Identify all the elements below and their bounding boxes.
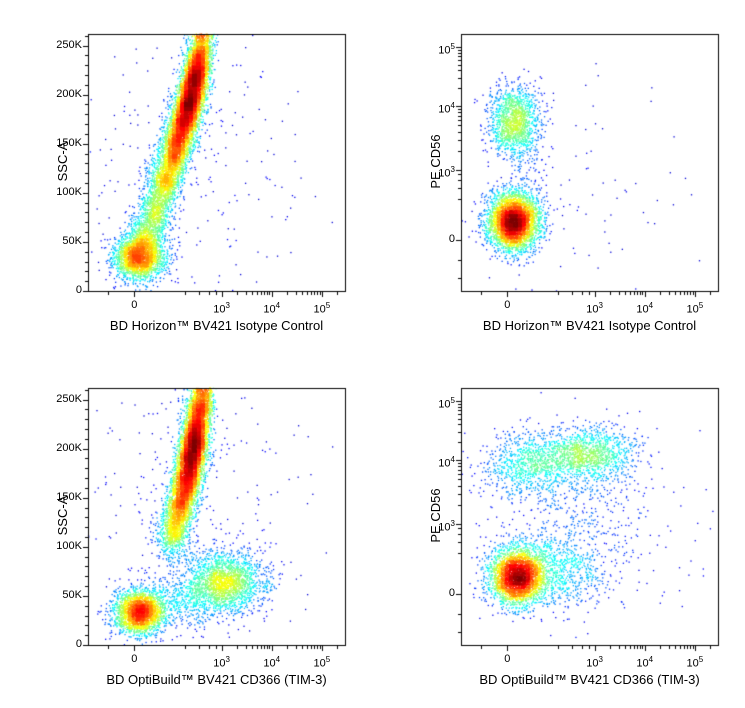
tick-label: 200K [56, 87, 82, 100]
scatter-plot-canvas [76, 380, 366, 665]
tick-label: 105 [438, 41, 455, 57]
scatter-plot-canvas [449, 380, 739, 665]
tick-label: 103 [438, 165, 455, 180]
y-axis-title: PE CD56 [428, 488, 443, 543]
tick-label: 105 [686, 655, 704, 670]
x-axis-title: BD Horizon™ BV421 Isotype Control [109, 318, 324, 333]
tick-label: 0 [75, 284, 82, 296]
tick-label: 104 [263, 655, 281, 670]
tick-label: 105 [313, 655, 331, 670]
scatter-plot-canvas [76, 26, 366, 311]
tick-label: 50K [62, 588, 82, 601]
tick-label: 103 [586, 655, 603, 670]
y-axis-title: SSC-A [55, 495, 70, 536]
tick-label: 103 [586, 301, 603, 316]
tick-label: 0 [448, 586, 455, 599]
tick-label: 0 [131, 299, 138, 311]
tick-label: 0 [75, 638, 82, 650]
x-axis-title: BD OptiBuild™ BV421 CD366 (TIM-3) [106, 672, 327, 687]
tick-label: 0 [448, 232, 455, 245]
tick-label: 104 [636, 301, 654, 316]
tick-label: 100K [56, 185, 82, 198]
tick-label: 103 [438, 519, 455, 534]
tick-label: 250K [56, 38, 82, 51]
tick-label: 0 [131, 653, 138, 665]
y-axis-title: PE CD56 [428, 134, 443, 189]
tick-label: 105 [438, 395, 455, 411]
panel-pecd56-vs-tim3: PE CD56 BD OptiBuild™ BV421 CD366 (TIM-3… [389, 354, 745, 708]
tick-label: 104 [263, 301, 281, 316]
panel-ssc-vs-tim3: SSC-A BD OptiBuild™ BV421 CD366 (TIM-3) … [16, 354, 372, 708]
tick-label: 0 [504, 299, 511, 311]
tick-label: 104 [636, 655, 654, 670]
x-axis-title: BD OptiBuild™ BV421 CD366 (TIM-3) [479, 672, 700, 687]
panel-pecd56-vs-isotype: PE CD56 BD Horizon™ BV421 Isotype Contro… [389, 0, 745, 354]
tick-label: 105 [313, 301, 331, 316]
tick-label: 200K [56, 441, 82, 454]
tick-label: 250K [56, 392, 82, 405]
tick-label: 103 [213, 301, 230, 316]
tick-label: 150K [56, 136, 82, 149]
panel-ssc-vs-isotype: SSC-A BD Horizon™ BV421 Isotype Control … [16, 0, 372, 354]
tick-label: 150K [56, 490, 82, 503]
tick-label: 50K [62, 234, 82, 247]
x-axis-title: BD Horizon™ BV421 Isotype Control [482, 318, 697, 333]
tick-label: 104 [438, 454, 455, 470]
tick-label: 100K [56, 539, 82, 552]
scatter-plot-canvas [449, 26, 739, 311]
tick-label: 103 [213, 655, 230, 670]
y-axis-title: SSC-A [55, 141, 70, 182]
tick-label: 104 [438, 100, 455, 116]
tick-label: 105 [686, 301, 704, 316]
tick-label: 0 [504, 653, 511, 665]
